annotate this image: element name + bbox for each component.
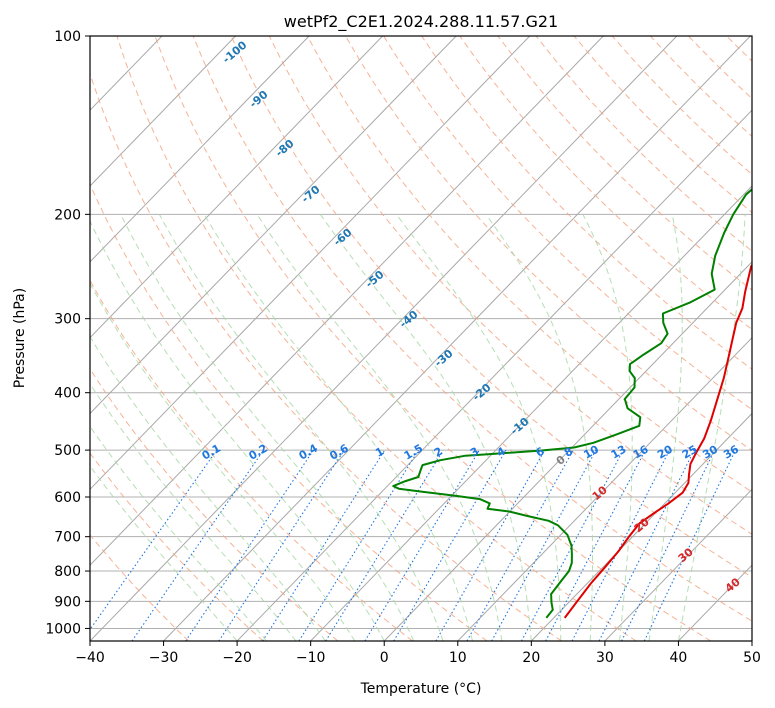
mixing-ratio-line [491,449,597,641]
profile-lines [392,188,752,619]
isotherm-line [383,261,752,641]
y-tick-label: 100 [54,29,81,45]
moist-adiabat-line [485,214,593,641]
plot-frame [89,35,753,642]
mixing-ratio-line [298,449,419,641]
isotherm-line [310,185,752,641]
isotherm-line [457,336,752,641]
y-tick-label: 200 [54,207,81,223]
moist-adiabat-line [582,214,633,641]
isotherm-line [163,36,751,641]
moist-adiabat-line [90,282,356,641]
mixing-ratio-line [643,449,736,641]
x-tick-label: −40 [75,650,105,666]
y-tick-label: 300 [54,312,81,328]
temperature-profile-line [563,263,752,619]
y-tick-label: 400 [54,386,81,402]
isotherm-line [530,412,752,641]
moist-adiabat-line [158,214,444,641]
y-tick-label: 500 [54,443,81,459]
dry-adiabat-line [90,452,264,641]
mixing-ratio-line [435,449,546,641]
x-tick-label: −10 [296,650,326,666]
mixing-ratio-line [90,449,218,631]
mixing-ratio-line [262,449,386,641]
dry-adiabat-line [268,36,752,535]
axes: −40 −30 −20 −10 0 10 20 30 40 50 100 200 300 400 500 60… [45,29,761,666]
y-tick-label: 800 [54,564,81,580]
isotherm-line [90,36,531,491]
moist-adiabat-line [90,219,385,641]
moist-adiabat-line [90,382,297,641]
isotherm-line [90,36,678,641]
isotherm-line [604,488,752,641]
y-tick-label: 900 [54,594,81,610]
mixing-ratio-line [325,449,444,641]
x-axis-label: Temperature (°C) [360,681,482,697]
moist-adiabat-line [319,214,532,641]
mixing-ratio-line [466,449,574,641]
x-tick-label: 10 [449,650,467,666]
dry-adiabat-line [90,279,413,641]
y-axis-label: Pressure (hPa) [12,288,28,388]
mixing-ratio-line [364,449,480,641]
dry-adiabat-line [345,36,752,452]
dry-adiabat-line [192,36,752,622]
dry-adiabat-line [90,183,488,641]
x-tick-label: −20 [222,650,252,666]
dry-adiabat-line [90,71,562,641]
mixing-ratio-line [621,449,716,641]
isotherm-line [236,109,752,641]
moist-adiabat-line [395,214,562,641]
dry-adiabat-line [230,36,752,578]
x-tick-label: 0 [380,650,389,666]
isotherm-line [90,36,236,187]
mixing-ratio-line [131,449,265,641]
x-tick-label: 30 [596,650,614,666]
moist-adiabat-line [648,214,683,641]
moist-adiabat-line [90,335,326,641]
dry-adiabat-line [306,36,752,493]
isotherm-line [90,36,457,415]
moist-adiabat-line [120,214,415,641]
dewpoint-profile-line [392,188,752,619]
x-tick-label: 40 [670,650,688,666]
x-tick-label: 50 [743,650,761,666]
y-tick-label: 600 [54,490,81,506]
isotherm-line [90,36,383,339]
dry-adiabat-line [116,36,637,641]
y-tick-label: 700 [54,530,81,546]
chart-title: wetPf2_C2E1.2024.288.11.57.G21 [284,12,558,32]
dry-adiabat-line [90,368,339,641]
y-tick-label: 1000 [45,621,81,637]
isotherm-line [90,36,310,263]
moist-adiabat-line [203,214,473,641]
x-tick-label: 20 [522,650,540,666]
x-tick-label: −30 [149,650,179,666]
isotherm-line [90,36,604,566]
mixing-ratio-line [393,449,507,641]
